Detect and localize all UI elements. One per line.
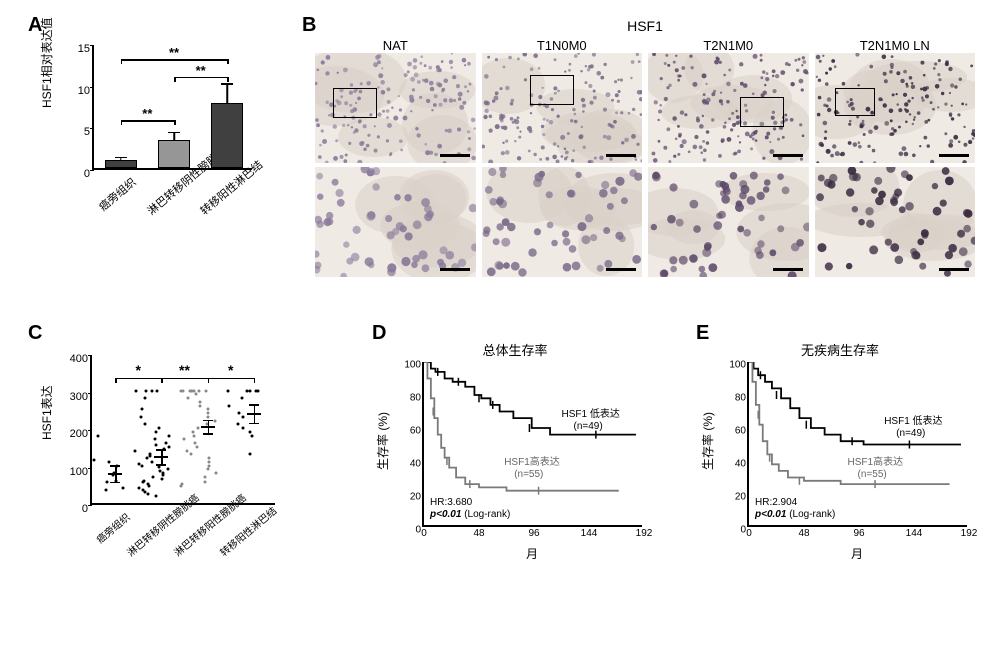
panel-e-km: 无疾病生存率 生存率 (%) 02040608010004896144192HS… [695, 340, 985, 640]
xlabel-1: 淋巴转移阴性膀胱癌 [144, 174, 193, 218]
ihc-image-r1-c0 [315, 167, 476, 277]
col-label-0: NAT [315, 38, 476, 53]
scalebar-icon [939, 268, 969, 271]
col-label-1: T1N0M0 [482, 38, 643, 53]
panel-e-ylabel: 生存率 (%) [699, 412, 716, 470]
panel-d-title: 总体生存率 [370, 340, 660, 359]
scalebar-icon [606, 154, 636, 157]
annot-low: HSF1 低表达(n=49) [562, 409, 620, 433]
xlabel-1: 淋巴转移阴性膀胱癌 [123, 509, 179, 559]
ihc-image-r1-c1 [482, 167, 643, 277]
scalebar-icon [440, 268, 470, 271]
col-label-2: T2N1M0 [648, 38, 809, 53]
scalebar-icon [939, 154, 969, 157]
panel-b-title: HSF1 [315, 18, 975, 34]
roi-box-3 [835, 88, 875, 116]
ihc-image-r0-c2 [648, 53, 809, 163]
xlabel-0: 癌旁组织 [90, 174, 139, 218]
ihc-image-r1-c3 [815, 167, 976, 277]
km-stats: HR:3.680p<0.01 (Log-rank) [430, 497, 510, 521]
panel-a-ylabel: HSF1相对表达值 [38, 17, 55, 108]
ihc-image-r0-c3 [815, 53, 976, 163]
panel-b-ihc-grid: HSF1 NAT T1N0M0 T2N1M0 T2N1M0 LN [315, 18, 975, 308]
scalebar-icon [440, 154, 470, 157]
roi-box-0 [333, 88, 377, 118]
scalebar-icon [773, 268, 803, 271]
panel-d-xlabel: 月 [422, 545, 642, 562]
bar-1 [158, 140, 190, 168]
xlabel-0: 癌旁组织 [77, 509, 133, 559]
km-stats: HR:2.904p<0.01 (Log-rank) [755, 497, 835, 521]
xlabel-2: 转移阳性淋巴结 [197, 174, 246, 218]
panel-a-barchart: HSF1相对表达值 051015癌旁组织淋巴转移阴性膀胱癌转移阳性淋巴结****… [40, 33, 265, 293]
roi-box-2 [740, 97, 784, 127]
bar-2 [211, 103, 243, 168]
panel-e-xlabel: 月 [747, 545, 967, 562]
roi-box-1 [530, 75, 574, 105]
annot-high: HSF1高表达(n=55) [504, 457, 560, 481]
ihc-image-r0-c1 [482, 53, 643, 163]
scalebar-icon [606, 268, 636, 271]
ihc-image-r1-c2 [648, 167, 809, 277]
panel-c-ylabel: HSF1表达 [38, 385, 55, 440]
panel-c-scatter: HSF1表达 0100200300400癌旁组织淋巴转移阴性膀胱癌淋巴转移阳性膀… [40, 340, 280, 640]
panel-e-title: 无疾病生存率 [695, 340, 985, 359]
bar-0 [105, 160, 137, 168]
col-label-3: T2N1M0 LN [815, 38, 976, 53]
ihc-image-r0-c0 [315, 53, 476, 163]
annot-low: HSF1 低表达(n=49) [884, 416, 942, 440]
panel-d-km: 总体生存率 生存率 (%) 02040608010004896144192HSF… [370, 340, 660, 640]
scalebar-icon [773, 154, 803, 157]
annot-high: HSF1高表达(n=55) [848, 457, 904, 481]
panel-d-ylabel: 生存率 (%) [374, 412, 391, 470]
